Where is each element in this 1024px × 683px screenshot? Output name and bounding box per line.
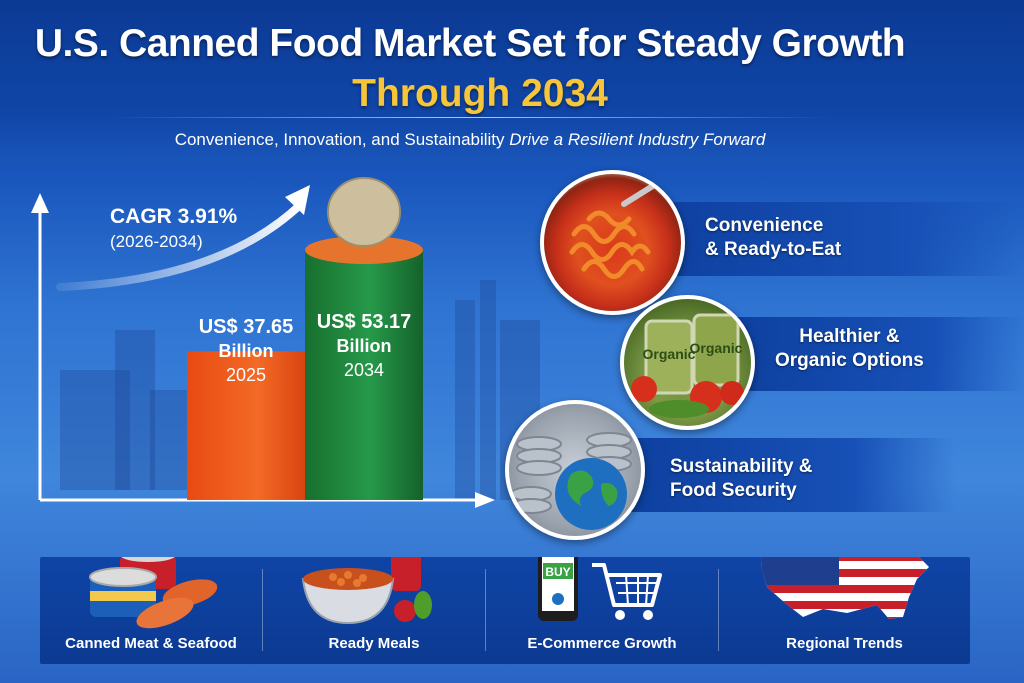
category-label: Regional Trends: [786, 635, 903, 652]
category-label: Ready Meals: [328, 635, 420, 652]
bar-value-label: US$ 37.65: [199, 316, 294, 338]
us-flag-map-icon: [761, 557, 929, 619]
category-ready-meals: Ready Meals: [263, 557, 485, 664]
growth-arrow-head: [285, 185, 310, 215]
category-strip: Canned Meat & Seafood Ready Meals BUY E-…: [40, 557, 970, 664]
svg-text:Organic: Organic: [690, 340, 743, 356]
organic-cans-icon: Organic Organic: [620, 295, 755, 430]
pasta-bowl-icon: [540, 170, 685, 315]
feature-label-line2: & Ready-to-Eat: [705, 239, 842, 260]
feature-label: Sustainability & Food Security: [670, 455, 813, 503]
bar-year-label: 2034: [344, 360, 384, 380]
ready-meal-bowl-icon: [301, 557, 432, 625]
feature-sustainability: Sustainability & Food Security: [505, 400, 1024, 540]
category-ecommerce: BUY E-Commerce Growth: [486, 557, 718, 664]
category-label: Canned Meat & Seafood: [65, 635, 237, 652]
page-subtitle: Convenience, Innovation, and Sustainabil…: [0, 130, 940, 150]
feature-banner: [615, 438, 955, 512]
bar-unit-label: Billion: [219, 341, 274, 361]
feature-organic: Organic Organic Healthier & Organic Opti…: [620, 295, 1024, 435]
subtitle-italic: Drive a Resilient Industry Forward: [509, 130, 766, 149]
cagr-label: CAGR 3.91%: [110, 205, 238, 228]
category-regional: Regional Trends: [719, 557, 970, 664]
globe-cans-icon: [505, 400, 645, 540]
strip-divider: [262, 569, 263, 651]
feature-label-line1: Convenience: [705, 215, 824, 236]
y-axis-arrow: [31, 193, 49, 213]
bar-year-label: 2025: [226, 365, 266, 385]
can-lid: [327, 177, 401, 247]
page-title: U.S. Canned Food Market Set for Steady G…: [34, 22, 906, 65]
x-axis-arrow: [475, 492, 495, 508]
feature-label-line1: Sustainability &: [670, 456, 813, 477]
page-title-highlight: Through 2034: [352, 72, 608, 115]
strip-divider: [718, 569, 719, 651]
can-beans-top: [305, 236, 423, 264]
subtitle-plain: Convenience, Innovation, and Sustainabil…: [174, 130, 510, 149]
svg-text:BUY: BUY: [545, 565, 570, 579]
cagr-period: (2026-2034): [110, 232, 203, 251]
category-label: E-Commerce Growth: [527, 635, 677, 652]
canned-meat-icon: [89, 557, 218, 629]
strip-divider: [485, 569, 486, 651]
market-size-chart: CAGR 3.91% (2026-2034) US$ 37.65 Billion 2…: [31, 177, 495, 508]
feature-label: Convenience & Ready-to-Eat: [705, 214, 841, 262]
shopping-cart-icon: BUY: [538, 557, 662, 621]
category-canned-meat: Canned Meat & Seafood: [40, 557, 262, 664]
bar-unit-label: Billion: [337, 336, 392, 356]
feature-label: Healthier & Organic Options: [775, 325, 924, 373]
feature-banner: [640, 202, 1020, 276]
bar-2034: [305, 250, 423, 500]
svg-text:Organic: Organic: [643, 346, 696, 362]
feature-label-line1: Healthier &: [799, 326, 900, 347]
feature-label-line2: Food Security: [670, 480, 797, 501]
bar-value-label: US$ 53.17: [317, 311, 412, 333]
growth-arrow: [56, 201, 304, 291]
title-divider: [110, 117, 830, 118]
feature-label-line2: Organic Options: [775, 350, 924, 371]
feature-convenience: Convenience & Ready-to-Eat: [540, 170, 1024, 320]
header-band: U.S. Canned Food Market Set for Steady G…: [0, 0, 1024, 165]
bar-2025: [187, 351, 305, 500]
feature-banner: [720, 317, 1024, 391]
